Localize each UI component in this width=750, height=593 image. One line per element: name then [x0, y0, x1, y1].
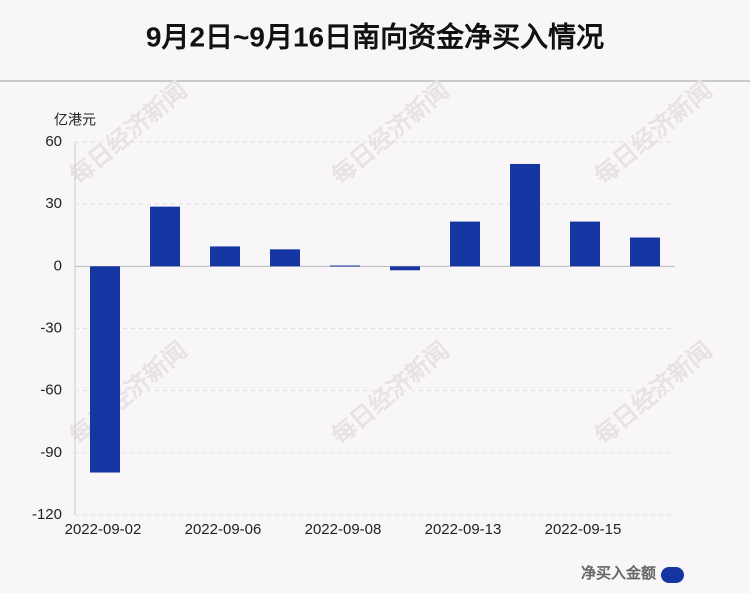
- bar: [630, 237, 660, 267]
- legend-label: 净买入金额: [581, 564, 656, 582]
- x-tick-label: 2022-09-13: [425, 521, 502, 538]
- x-tick-label: 2022-09-02: [65, 521, 142, 538]
- bar: [390, 266, 420, 271]
- y-tick-label: -60: [40, 382, 62, 399]
- y-tick-label: -90: [40, 444, 62, 461]
- bar: [330, 265, 360, 267]
- bar: [90, 266, 120, 473]
- bar: [510, 163, 540, 267]
- bar: [450, 221, 480, 267]
- y-tick-label: -30: [40, 319, 62, 336]
- legend-swatch: [661, 567, 684, 583]
- chart-title: 9月2日~9月16日南向资金净买入情况: [146, 20, 604, 52]
- bar: [150, 206, 180, 267]
- y-tick-label: 30: [45, 195, 62, 212]
- x-tick-label: 2022-09-08: [305, 521, 382, 538]
- bar: [270, 249, 300, 267]
- y-tick-label: 60: [45, 133, 62, 150]
- x-tick-label: 2022-09-06: [185, 521, 262, 538]
- y-tick-label: -120: [32, 506, 62, 523]
- bar: [210, 246, 240, 267]
- bar: [570, 221, 600, 267]
- x-tick-label: 2022-09-15: [545, 521, 622, 538]
- y-tick-label: 0: [54, 257, 62, 274]
- y-axis-label: 亿港元: [54, 112, 96, 128]
